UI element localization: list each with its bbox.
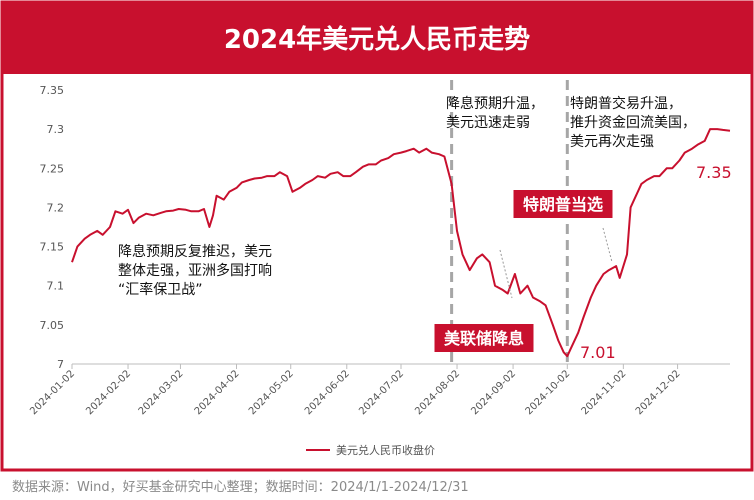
annotation-weak-usd-line: 降息预期升温， [446,95,544,112]
y-tick-label: 7.25 [40,162,65,175]
outer-border [0,0,754,472]
y-tick-label: 7.3 [47,123,65,136]
chart-frame: 2024年美元兑人民币走势 7 7.05 7.1 7.15 7.2 7.25 7.3 7.35… [0,0,754,472]
source-note: 数据来源：Wind，好买基金研究中心整理；数据时间：2024/1/1-2024/… [12,480,469,495]
y-tick-label: 7.35 [40,84,65,97]
annotation-trump-trade: 特朗普交易升温， 推升资金回流美国， 美元再次走强 [570,95,696,150]
value-label-low: 7.01 [580,343,616,362]
y-tick-label: 7.15 [40,241,65,254]
event-label-fed-cut-box [434,324,534,352]
annotation-leader [602,227,613,263]
title-banner [2,2,752,74]
annotation-strong-usd: 降息预期反复推迟，美元整体走强，亚洲多国打响 “汇率保卫战” [118,243,272,298]
annotation-strong-usd-line: 整体走强，亚洲多国打响 [118,262,272,279]
value-label-high: 7.35 [696,163,732,182]
legend-label: 美元兑人民币收盘价 [336,443,435,457]
annotation-leader [499,249,513,299]
series-line-usd-cny [71,128,731,358]
annotation-weak-usd: 降息预期升温， 美元迅速走弱 [446,95,544,131]
event-label-trump-win: 特朗普当选 [523,195,603,214]
y-tick-label: 7.2 [47,201,65,214]
annotation-weak-usd-line: 美元迅速走弱 [446,115,530,131]
annotation-trump-trade-line: 美元再次走强 [570,134,654,150]
y-tick-label: 7.1 [47,280,65,293]
annotation-strong-usd-line: 降息预期反复推迟，美元 [118,243,272,260]
usd-cny-chart: 2024年美元兑人民币走势 7 7.05 7.1 7.15 7.2 7.25 7.3 7.35… [0,0,754,472]
annotation-trump-trade-line: 推升资金回流美国， [570,115,696,131]
chart-title: 2024年美元兑人民币走势 [224,24,530,55]
y-tick-label: 7 [57,358,64,371]
annotation-trump-trade-line: 特朗普交易升温， [570,95,682,112]
event-label-trump-win-box [513,190,613,218]
event-label-fed-cut: 美联储降息 [444,329,524,348]
annotation-strong-usd-line: “汇率保卫战” [118,281,203,298]
y-tick-label: 7.05 [40,319,65,332]
